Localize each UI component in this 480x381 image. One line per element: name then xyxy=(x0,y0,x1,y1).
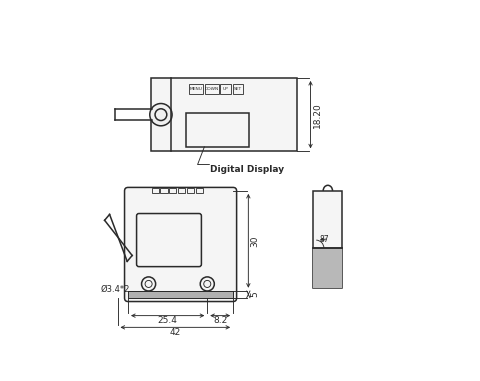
Bar xyxy=(152,188,159,193)
Bar xyxy=(313,248,342,288)
Bar xyxy=(205,85,219,94)
Text: UP: UP xyxy=(223,87,228,91)
Bar xyxy=(232,85,243,94)
Bar xyxy=(169,188,177,193)
Text: 42: 42 xyxy=(169,328,181,337)
Bar xyxy=(160,188,168,193)
Text: 25.4: 25.4 xyxy=(158,316,178,325)
Text: DOWN: DOWN xyxy=(205,87,219,91)
Text: 30: 30 xyxy=(250,235,259,247)
FancyBboxPatch shape xyxy=(124,187,237,301)
Circle shape xyxy=(142,277,156,291)
Text: Digital Display: Digital Display xyxy=(210,165,284,174)
Circle shape xyxy=(200,277,214,291)
Text: 87: 87 xyxy=(319,235,329,245)
Bar xyxy=(178,188,185,193)
Bar xyxy=(220,85,231,94)
Bar xyxy=(186,113,249,147)
Circle shape xyxy=(150,104,172,126)
Bar xyxy=(151,78,297,151)
Bar xyxy=(189,85,203,94)
Text: MENU: MENU xyxy=(190,87,202,91)
Text: Ø3.4*2: Ø3.4*2 xyxy=(101,285,130,294)
Bar xyxy=(128,291,233,298)
Text: 5: 5 xyxy=(250,291,259,297)
Bar xyxy=(187,188,194,193)
Text: SET: SET xyxy=(234,87,242,91)
Text: 18.20: 18.20 xyxy=(312,102,322,128)
Bar xyxy=(313,191,342,288)
Text: 8.2: 8.2 xyxy=(213,316,228,325)
Bar xyxy=(195,188,203,193)
